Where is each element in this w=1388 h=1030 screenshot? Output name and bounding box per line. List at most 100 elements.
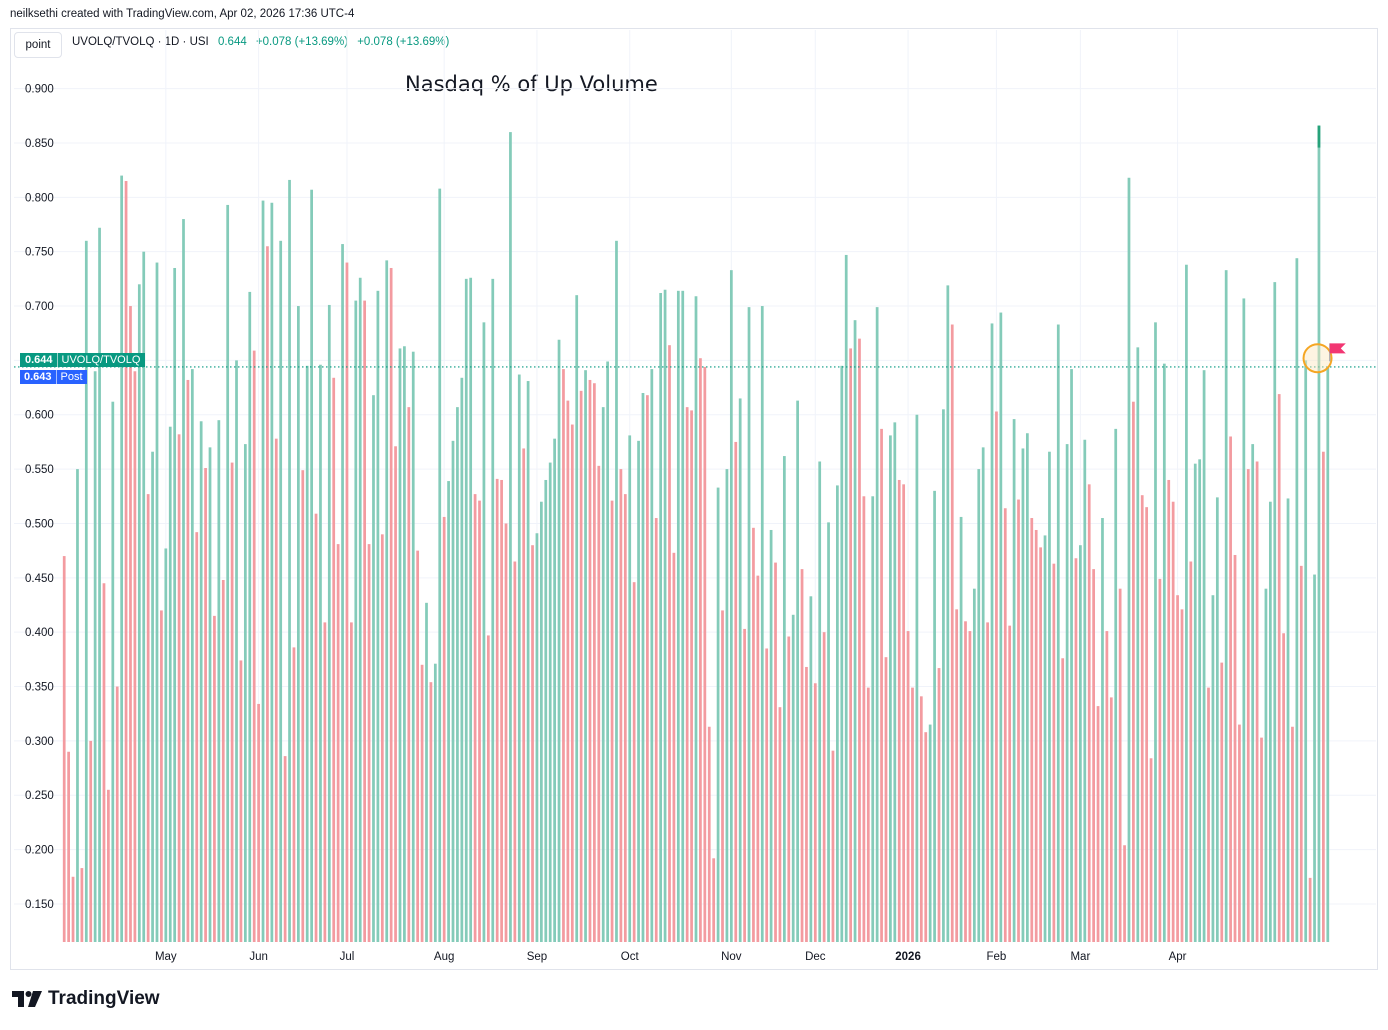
data-bar[interactable]: [168, 426, 172, 942]
data-bar[interactable]: [928, 724, 932, 942]
data-bar[interactable]: [1260, 737, 1263, 942]
data-bar[interactable]: [1043, 535, 1047, 942]
data-bar[interactable]: [853, 320, 857, 942]
data-bar[interactable]: [716, 487, 720, 942]
data-bar[interactable]: [1056, 324, 1060, 942]
data-bar[interactable]: [654, 518, 658, 942]
data-bar[interactable]: [235, 360, 238, 942]
data-bar[interactable]: [292, 647, 296, 942]
data-bar[interactable]: [1167, 479, 1171, 942]
data-bar[interactable]: [1162, 363, 1166, 942]
data-bar[interactable]: [769, 529, 773, 942]
data-bar[interactable]: [690, 410, 693, 942]
data-bar[interactable]: [367, 544, 371, 942]
data-bar[interactable]: [274, 438, 278, 942]
data-bar[interactable]: [1295, 258, 1299, 942]
data-bar[interactable]: [1268, 501, 1272, 942]
data-bar[interactable]: [1322, 451, 1325, 942]
data-bar[interactable]: [420, 664, 424, 942]
data-bar[interactable]: [818, 461, 822, 942]
data-bar[interactable]: [937, 668, 941, 942]
data-bar[interactable]: [703, 366, 707, 942]
data-bar[interactable]: [301, 470, 305, 942]
data-bar[interactable]: [809, 596, 813, 942]
data-bar[interactable]: [1079, 545, 1082, 942]
data-bar[interactable]: [84, 240, 88, 942]
data-bar[interactable]: [345, 262, 349, 943]
data-bar[interactable]: [725, 469, 729, 942]
data-bar[interactable]: [341, 244, 344, 942]
data-bar[interactable]: [1220, 662, 1224, 942]
data-bar[interactable]: [601, 407, 605, 942]
data-bar[interactable]: [650, 369, 654, 942]
data-bar[interactable]: [429, 682, 433, 942]
data-bar[interactable]: [129, 306, 132, 942]
data-bar[interactable]: [955, 609, 959, 942]
data-bar[interactable]: [495, 478, 499, 942]
data-bar[interactable]: [588, 379, 592, 943]
data-bar[interactable]: [566, 400, 570, 942]
data-bar[interactable]: [676, 290, 680, 943]
data-bar[interactable]: [115, 686, 119, 942]
data-bar[interactable]: [822, 632, 826, 942]
data-bar[interactable]: [699, 358, 702, 943]
data-bar[interactable]: [632, 582, 636, 942]
data-bar[interactable]: [844, 254, 848, 943]
data-bar[interactable]: [1238, 724, 1241, 942]
data-bar[interactable]: [283, 756, 287, 942]
data-bar[interactable]: [1189, 561, 1193, 942]
data-bar[interactable]: [1207, 687, 1210, 942]
data-bar[interactable]: [1127, 177, 1131, 942]
data-bar[interactable]: [1291, 726, 1294, 942]
data-bar[interactable]: [1105, 631, 1109, 942]
data-bar[interactable]: [1132, 401, 1135, 942]
data-bar[interactable]: [924, 732, 928, 942]
data-bar[interactable]: [836, 485, 839, 942]
data-bar[interactable]: [637, 440, 640, 942]
data-bar[interactable]: [1070, 369, 1073, 942]
data-bar[interactable]: [380, 534, 384, 942]
data-bar[interactable]: [182, 219, 185, 942]
data-bar[interactable]: [107, 789, 110, 942]
data-bar[interactable]: [252, 350, 256, 942]
data-bar[interactable]: [1030, 518, 1034, 942]
data-bar[interactable]: [902, 484, 906, 942]
data-bar[interactable]: [1101, 518, 1104, 942]
data-bar[interactable]: [1096, 706, 1100, 942]
series-legend[interactable]: UVOLQ/TVOLQ · 1D · USI 0.644 +0.078 (+13…: [72, 36, 449, 48]
data-bar[interactable]: [942, 409, 945, 943]
data-bar[interactable]: [721, 610, 724, 942]
data-bar[interactable]: [827, 522, 830, 942]
data-bar[interactable]: [310, 189, 313, 942]
data-bar[interactable]: [659, 292, 663, 942]
data-bar[interactable]: [672, 552, 676, 942]
data-bar[interactable]: [1114, 428, 1118, 942]
data-bar[interactable]: [173, 267, 177, 942]
data-bar[interactable]: [796, 400, 799, 942]
data-bar[interactable]: [849, 348, 853, 943]
flag-icon[interactable]: [1329, 343, 1346, 354]
data-bar[interactable]: [752, 527, 755, 942]
data-bar[interactable]: [889, 435, 892, 942]
data-bar[interactable]: [831, 750, 835, 942]
data-bar[interactable]: [1034, 529, 1038, 942]
data-bar[interactable]: [1048, 451, 1051, 942]
data-bar[interactable]: [372, 395, 375, 942]
data-bar[interactable]: [977, 469, 981, 942]
data-bar[interactable]: [358, 277, 362, 942]
data-bar[interactable]: [1251, 444, 1255, 942]
data-bar[interactable]: [522, 448, 526, 942]
data-bar[interactable]: [137, 284, 141, 943]
data-bar[interactable]: [787, 636, 791, 942]
data-bar[interactable]: [1202, 370, 1206, 942]
data-bar[interactable]: [906, 631, 910, 942]
data-bar[interactable]: [800, 569, 804, 942]
data-bar[interactable]: [995, 411, 998, 942]
data-bar[interactable]: [1273, 282, 1277, 942]
data-bar[interactable]: [597, 465, 601, 942]
data-bar[interactable]: [327, 304, 331, 942]
data-bar[interactable]: [1255, 461, 1259, 942]
data-bar[interactable]: [615, 240, 618, 942]
data-bar[interactable]: [729, 270, 733, 942]
data-bar[interactable]: [500, 479, 503, 942]
